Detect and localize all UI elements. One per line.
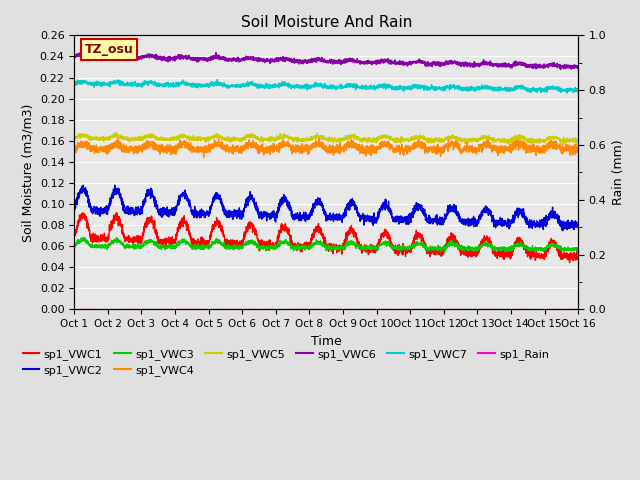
- Y-axis label: Rain (mm): Rain (mm): [612, 140, 625, 205]
- X-axis label: Time: Time: [311, 335, 342, 348]
- Text: TZ_osu: TZ_osu: [84, 43, 133, 56]
- Y-axis label: Soil Moisture (m3/m3): Soil Moisture (m3/m3): [21, 103, 34, 241]
- Title: Soil Moisture And Rain: Soil Moisture And Rain: [241, 15, 412, 30]
- Legend: sp1_VWC1, sp1_VWC2, sp1_VWC3, sp1_VWC4, sp1_VWC5, sp1_VWC6, sp1_VWC7, sp1_Rain: sp1_VWC1, sp1_VWC2, sp1_VWC3, sp1_VWC4, …: [19, 345, 554, 381]
